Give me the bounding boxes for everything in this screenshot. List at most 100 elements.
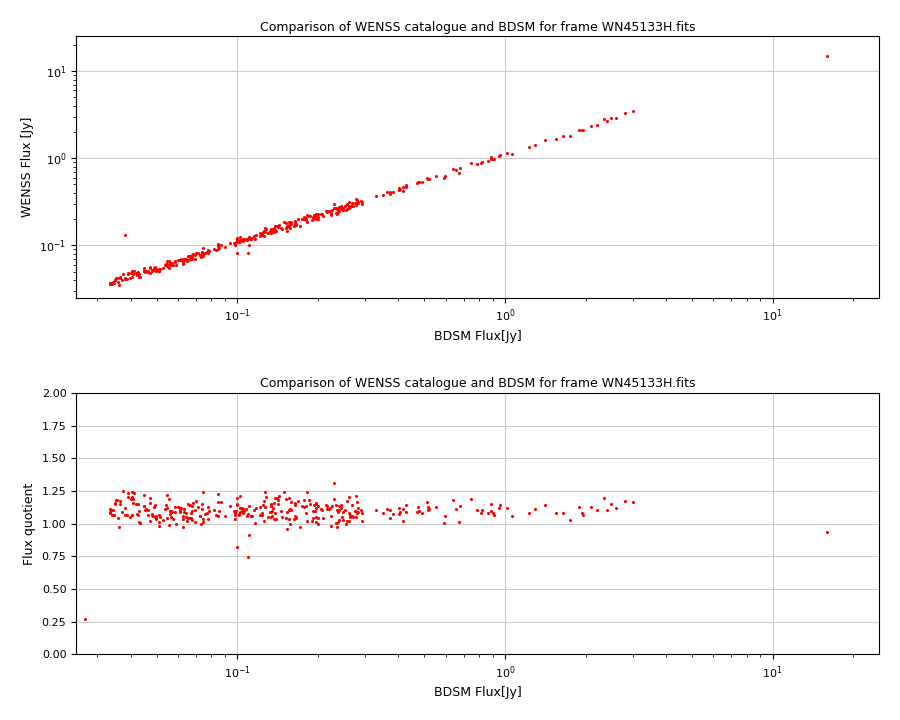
Point <box>188 249 202 261</box>
Point <box>200 507 214 518</box>
Point <box>121 487 135 498</box>
Point <box>323 205 338 217</box>
Point <box>196 249 211 261</box>
Point <box>332 203 347 215</box>
Point <box>302 498 317 510</box>
Point <box>240 508 255 520</box>
Point <box>311 512 326 523</box>
Point <box>617 107 632 119</box>
Point <box>296 212 310 223</box>
Point <box>166 506 180 518</box>
Point <box>382 186 397 197</box>
Point <box>121 509 135 521</box>
Point <box>232 509 247 521</box>
Point <box>282 505 296 516</box>
Point <box>342 196 356 207</box>
Point <box>473 508 488 519</box>
X-axis label: BDSM Flux[Jy]: BDSM Flux[Jy] <box>434 330 521 343</box>
Point <box>132 271 147 283</box>
Point <box>343 201 357 212</box>
Point <box>299 507 313 518</box>
Point <box>305 215 320 226</box>
Point <box>264 506 278 518</box>
Point <box>491 503 506 514</box>
Point <box>245 510 259 521</box>
Point <box>112 271 127 283</box>
Point <box>590 119 604 130</box>
Point <box>522 507 536 518</box>
Point <box>129 267 143 279</box>
Point <box>288 512 302 523</box>
Point <box>350 197 365 209</box>
Point <box>145 508 159 520</box>
Point <box>189 247 203 258</box>
Point <box>227 505 241 517</box>
Point <box>307 500 321 511</box>
Point <box>143 492 157 503</box>
Point <box>584 502 598 513</box>
Point <box>152 263 166 274</box>
Point <box>309 210 323 221</box>
Point <box>288 497 302 508</box>
Point <box>286 220 301 232</box>
Point <box>306 212 320 223</box>
Point <box>248 234 262 246</box>
Point <box>328 202 343 214</box>
Point <box>342 491 356 503</box>
Point <box>349 197 364 209</box>
Point <box>604 498 618 510</box>
Point <box>137 265 151 276</box>
Point <box>305 516 320 527</box>
Point <box>283 503 297 514</box>
Point <box>266 222 281 233</box>
Point <box>108 274 122 286</box>
Point <box>309 213 323 225</box>
Point <box>166 259 180 271</box>
Point <box>147 262 161 274</box>
Point <box>181 251 195 262</box>
Point <box>152 521 166 532</box>
Point <box>258 222 273 234</box>
Point <box>184 253 199 265</box>
Point <box>181 254 195 266</box>
Point <box>231 236 246 248</box>
Point <box>124 268 139 279</box>
Point <box>314 503 328 515</box>
Point <box>255 509 269 521</box>
Point <box>446 163 460 175</box>
Point <box>399 506 413 518</box>
Point <box>272 490 286 502</box>
Point <box>171 254 185 266</box>
Point <box>310 518 325 529</box>
Point <box>395 185 410 197</box>
Point <box>148 511 162 523</box>
Point <box>277 216 292 228</box>
Point <box>436 172 451 184</box>
Point <box>182 500 196 511</box>
Point <box>236 503 250 515</box>
Point <box>330 505 345 516</box>
Point <box>235 505 249 517</box>
Point <box>322 206 337 217</box>
Point <box>399 500 413 511</box>
Point <box>331 202 346 213</box>
Point <box>282 216 296 228</box>
Point <box>386 186 400 197</box>
Point <box>350 508 365 519</box>
Point <box>239 510 254 522</box>
Point <box>266 226 281 238</box>
Point <box>492 500 507 511</box>
Point <box>421 503 436 515</box>
Point <box>289 511 303 523</box>
Point <box>235 235 249 246</box>
Point <box>232 235 247 246</box>
Point <box>310 500 325 512</box>
Point <box>183 250 197 261</box>
Point <box>383 513 398 524</box>
Point <box>142 267 157 279</box>
Point <box>338 201 352 212</box>
Point <box>193 510 207 521</box>
Point <box>132 505 147 517</box>
Point <box>164 505 178 517</box>
Point <box>238 504 253 516</box>
